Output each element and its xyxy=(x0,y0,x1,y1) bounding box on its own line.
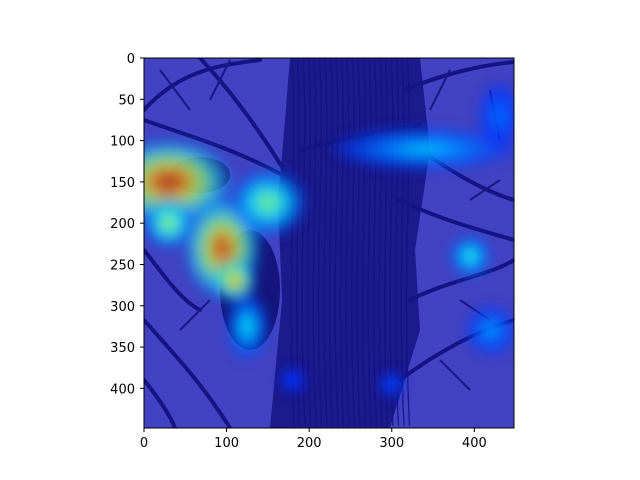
tree-branch xyxy=(144,378,177,428)
heat-spot xyxy=(409,145,440,153)
bark-line xyxy=(394,59,400,427)
y-axis: 0 50 100 150 200 250 300 350 400 xyxy=(110,52,144,397)
bark-line xyxy=(389,59,394,427)
bark-line xyxy=(383,59,389,427)
tree-twig xyxy=(179,299,211,331)
bark-line xyxy=(367,59,372,427)
y-tick-label: 150 xyxy=(110,176,135,191)
bark-line xyxy=(356,59,361,427)
heat-spot xyxy=(466,252,474,260)
plot-frame xyxy=(143,57,515,429)
tree-twig xyxy=(429,69,451,111)
heat-spot xyxy=(290,378,295,383)
heat-spot xyxy=(243,320,251,332)
y-tick-label: 50 xyxy=(118,93,135,108)
heat-spot xyxy=(216,239,229,257)
tree-twig xyxy=(159,69,191,111)
y-tick-label: 400 xyxy=(110,382,135,397)
heat-spot xyxy=(231,277,239,285)
tree-branch xyxy=(403,60,514,92)
tree-branch xyxy=(144,318,232,428)
tree-twig xyxy=(469,179,501,201)
bark-line xyxy=(372,59,378,427)
y-tick-label: 250 xyxy=(110,258,135,273)
bark-line xyxy=(361,59,367,427)
tree-twig xyxy=(209,59,231,101)
bark-line xyxy=(350,59,356,427)
x-tick-label: 0 xyxy=(140,436,148,451)
heat-spot xyxy=(164,219,173,228)
bark-line xyxy=(345,59,350,427)
x-tick-label: 200 xyxy=(297,436,322,451)
bark-line xyxy=(317,59,323,427)
heat-spot xyxy=(261,197,275,209)
tree-branch xyxy=(408,258,514,302)
y-tick-label: 0 xyxy=(127,52,135,67)
x-axis: 0 100 200 300 400 xyxy=(140,428,487,451)
heat-spot xyxy=(495,110,503,122)
bark-line xyxy=(323,59,328,427)
x-tick-label: 400 xyxy=(462,436,487,451)
bark-line xyxy=(339,59,345,427)
y-tick-label: 300 xyxy=(110,300,135,315)
woodpecker-photo xyxy=(144,58,514,428)
bark-line xyxy=(405,59,411,427)
bark-line xyxy=(378,59,383,427)
heat-spot xyxy=(389,382,394,387)
heat-spot xyxy=(486,326,496,335)
tree-branch xyxy=(398,198,514,242)
bark-line xyxy=(306,59,312,427)
bark-line xyxy=(312,59,317,427)
tree-branch xyxy=(144,248,202,312)
tree-branch xyxy=(144,58,262,112)
x-tick-label: 300 xyxy=(379,436,404,451)
tree-twig xyxy=(439,359,471,391)
bark-line xyxy=(400,59,405,427)
x-tick-label: 100 xyxy=(214,436,239,451)
heat-spot xyxy=(158,175,180,189)
tree-branch xyxy=(198,58,292,182)
y-tick-label: 350 xyxy=(110,341,135,356)
plot-area xyxy=(144,58,514,428)
y-tick-label: 100 xyxy=(110,135,135,150)
bark-line xyxy=(301,59,306,427)
bark-line xyxy=(328,59,334,427)
y-tick-label: 200 xyxy=(110,217,135,232)
heatmap-overlay xyxy=(144,82,514,397)
bark-line xyxy=(334,59,339,427)
